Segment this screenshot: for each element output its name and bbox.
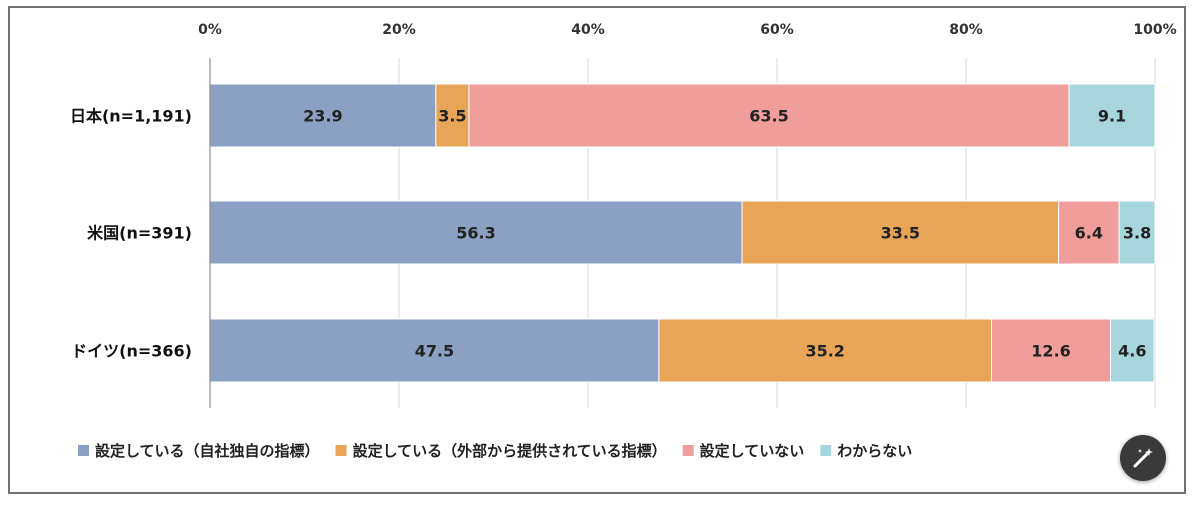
x-tick-label: 0% — [198, 22, 222, 38]
data-label: 9.1 — [1098, 107, 1126, 126]
data-label: 3.8 — [1123, 224, 1151, 243]
data-label: 63.5 — [749, 107, 788, 126]
x-tick-label: 20% — [382, 22, 416, 38]
stacked-bar-chart: 23.9 3.5 63.5 9.1 56.3 33.5 6.4 3.8 47.5 35.2 12.6… — [70, 22, 1177, 460]
x-tick-label: 80% — [949, 22, 983, 38]
bar-segment — [1118, 200, 1156, 265]
data-label: 33.5 — [881, 224, 920, 243]
legend-swatch — [78, 445, 89, 456]
bar-segment — [209, 318, 660, 383]
legend-label: 設定している（外部から提供されている指標） — [353, 442, 667, 460]
legend-label: 設定していない — [700, 442, 805, 460]
x-tick-label: 40% — [571, 22, 605, 38]
legend-swatch — [335, 445, 347, 456]
bar-segment — [468, 83, 1070, 148]
bar-segment — [209, 200, 743, 265]
x-tick-label: 60% — [760, 22, 794, 38]
bar-segment — [991, 318, 1112, 383]
data-label: 23.9 — [303, 107, 342, 126]
data-label: 3.5 — [438, 107, 466, 126]
data-label: 6.4 — [1075, 224, 1103, 243]
bar-segment — [1110, 318, 1155, 383]
bar-segment — [209, 83, 437, 148]
bar-segment — [1058, 200, 1120, 265]
legend-label: わからない — [837, 442, 912, 460]
bar-segment — [1068, 83, 1156, 148]
data-label: 12.6 — [1031, 342, 1070, 361]
bar-segment — [741, 200, 1060, 265]
edit-button[interactable] — [1120, 435, 1166, 481]
data-label: 4.6 — [1118, 342, 1146, 361]
legend-label: 設定している（自社独自の指標） — [95, 442, 320, 460]
bar-segment — [658, 318, 993, 383]
data-label: 56.3 — [456, 224, 495, 243]
data-label: 47.5 — [415, 342, 454, 361]
category-label: 日本(n=1,191) — [70, 107, 192, 126]
x-tick-label: 100% — [1133, 22, 1176, 38]
chart-frame: 23.9 3.5 63.5 9.1 56.3 33.5 6.4 3.8 47.5 35.2 12.6… — [8, 6, 1186, 494]
legend-swatch — [820, 445, 832, 456]
data-label: 35.2 — [805, 342, 844, 361]
legend-swatch — [682, 445, 694, 456]
category-label: 米国(n=391) — [87, 224, 192, 243]
edit-sparkle-icon — [1133, 448, 1153, 468]
category-label: ドイツ(n=366) — [71, 342, 192, 361]
